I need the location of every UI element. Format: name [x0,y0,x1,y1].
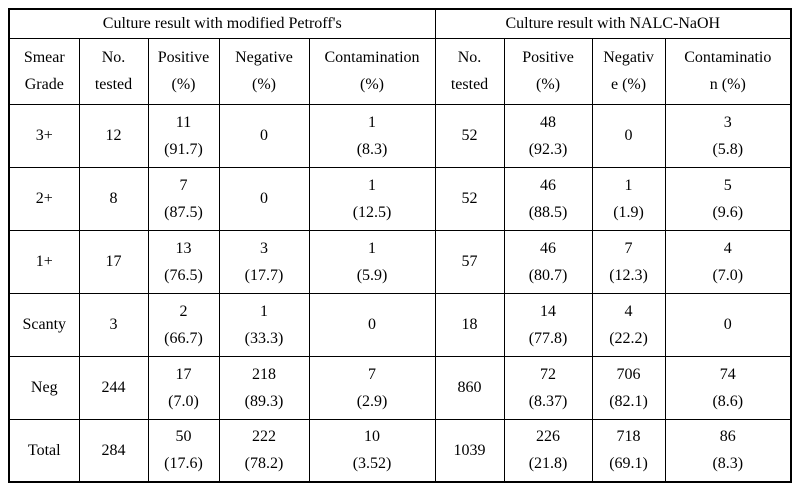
table-cell: 1 (1.9) [591,166,666,231]
col-header-no-tested-nalc: No. tested [434,37,505,105]
table-cell: 0 [664,292,792,357]
table-cell: 4 (7.0) [664,229,792,294]
table-cell: 18 [434,292,505,357]
table-cell: 860 [434,355,505,420]
table-cell: 14 (77.8) [503,292,593,357]
table-cell: 52 [434,103,505,168]
table-cell: 0 [591,103,666,168]
table-cell: 48 (92.3) [503,103,593,168]
table-cell: 244 [78,355,149,420]
table-cell: 1 (33.3) [218,292,310,357]
group-header-modified-petroffs: Culture result with modified Petroff's [8,8,436,39]
table-cell: 0 [218,166,310,231]
table-cell: 46 (80.7) [503,229,593,294]
table-cell: 218 (89.3) [218,355,310,420]
table-cell: 284 [78,418,149,483]
table-cell: 4 (22.2) [591,292,666,357]
table-cell: 1 (5.9) [308,229,436,294]
table-cell: 57 [434,229,505,294]
table-cell: 86 (8.3) [664,418,792,483]
table-cell: 3 (5.8) [664,103,792,168]
table-cell: 12 [78,103,149,168]
row-label: Total [8,418,80,483]
table-cell: 52 [434,166,505,231]
table-cell: 7 (2.9) [308,355,436,420]
table-cell: 46 (88.5) [503,166,593,231]
table-cell: 1 (12.5) [308,166,436,231]
col-header-contamination-nalc: Contaminatio n (%) [664,37,792,105]
col-header-contamination-petroffs: Contamination (%) [308,37,436,105]
table-row-3plus: 3+ 12 11 (91.7) 0 1 (8.3) 52 48 (92.3) 0… [8,103,792,168]
table-cell: 3 [78,292,149,357]
table-cell: 5 (9.6) [664,166,792,231]
column-header-row: Smear Grade No. tested Positive (%) Nega… [8,37,792,105]
table-cell: 226 (21.8) [503,418,593,483]
table-cell: 10 (3.52) [308,418,436,483]
table-cell: 11 (91.7) [147,103,220,168]
table-cell: 17 [78,229,149,294]
table-cell: 0 [308,292,436,357]
table-cell: 1039 [434,418,505,483]
table-cell: 8 [78,166,149,231]
table-cell: 7 (87.5) [147,166,220,231]
group-header-nalc-naoh: Culture result with NALC-NaOH [434,8,792,39]
col-header-positive-petroffs: Positive (%) [147,37,220,105]
row-label: Scanty [8,292,80,357]
table-row-2plus: 2+ 8 7 (87.5) 0 1 (12.5) 52 46 (88.5) 1 … [8,166,792,231]
table-cell: 13 (76.5) [147,229,220,294]
table-row-1plus: 1+ 17 13 (76.5) 3 (17.7) 1 (5.9) 57 46 (… [8,229,792,294]
col-header-negative-nalc: Negativ e (%) [591,37,666,105]
table-cell: 72 (8.37) [503,355,593,420]
table-cell: 222 (78.2) [218,418,310,483]
row-label: 3+ [8,103,80,168]
table-cell: 1 (8.3) [308,103,436,168]
table-cell: 3 (17.7) [218,229,310,294]
group-header-row: Culture result with modified Petroff's C… [8,8,792,39]
row-label: 1+ [8,229,80,294]
table-cell: 2 (66.7) [147,292,220,357]
table-cell: 7 (12.3) [591,229,666,294]
table-cell: 74 (8.6) [664,355,792,420]
table-row-scanty: Scanty 3 2 (66.7) 1 (33.3) 0 18 14 (77.8… [8,292,792,357]
col-header-positive-nalc: Positive (%) [503,37,593,105]
row-label: 2+ [8,166,80,231]
table-cell: 0 [218,103,310,168]
table-cell: 50 (17.6) [147,418,220,483]
col-header-smear-grade: Smear Grade [8,37,80,105]
table-cell: 17 (7.0) [147,355,220,420]
table-cell: 706 (82.1) [591,355,666,420]
col-header-negative-petroffs: Negative (%) [218,37,310,105]
culture-results-table: Culture result with modified Petroff's C… [8,8,793,483]
table-row-total: Total 284 50 (17.6) 222 (78.2) 10 (3.52)… [8,418,792,483]
table-row-neg: Neg 244 17 (7.0) 218 (89.3) 7 (2.9) 860 … [8,355,792,420]
row-label: Neg [8,355,80,420]
col-header-no-tested-petroffs: No. tested [78,37,149,105]
table-cell: 718 (69.1) [591,418,666,483]
